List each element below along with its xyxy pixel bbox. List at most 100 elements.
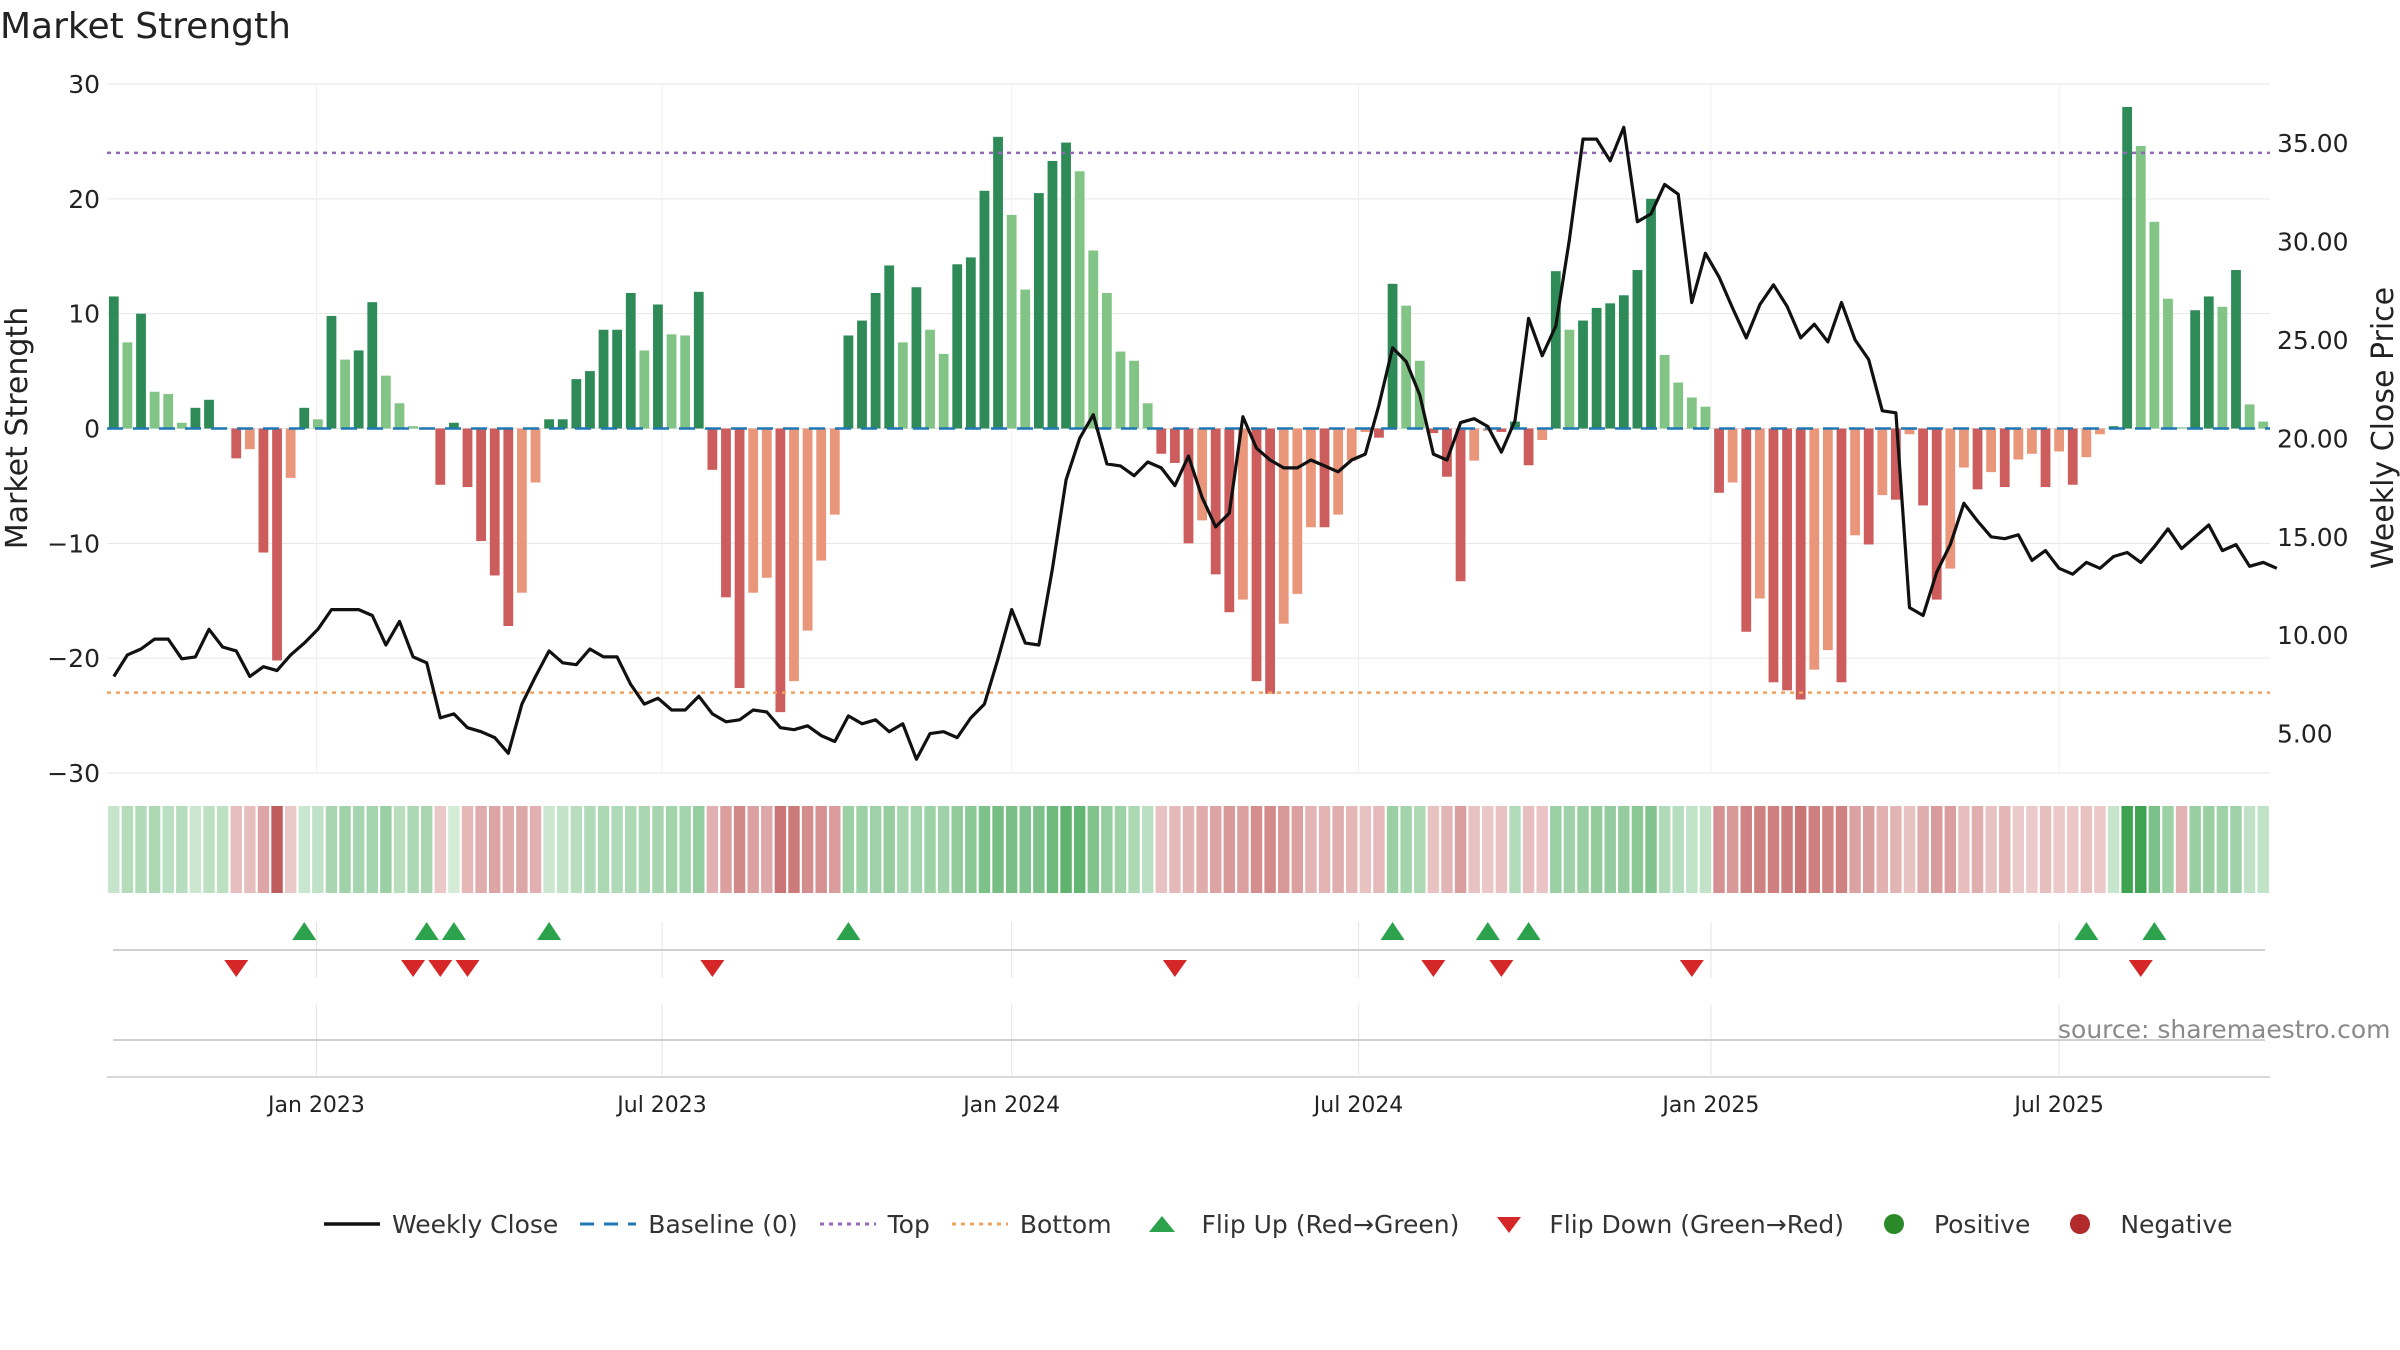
flip-down-marker [2128, 960, 2153, 977]
tile-layer [108, 806, 2269, 893]
strength-bar [326, 315, 337, 429]
strength-tile [815, 806, 827, 893]
strength-tile [1046, 806, 1059, 893]
strength-bar [1986, 428, 1997, 473]
strength-bar [734, 428, 745, 689]
strength-tile [393, 806, 406, 893]
strength-tile [502, 806, 515, 893]
strength-bar [448, 422, 459, 429]
flip-down-marker [401, 960, 426, 977]
strength-bar [802, 428, 813, 631]
strength-tile [1441, 806, 1453, 893]
strength-bar [1904, 428, 1915, 435]
strength-tile [584, 806, 596, 893]
strength-bar [680, 335, 691, 429]
strength-tile [1073, 806, 1086, 893]
strength-bar [775, 428, 786, 713]
flip-down-marker [1421, 960, 1446, 977]
strength-tile [1250, 806, 1263, 893]
strength-bar [2013, 428, 2024, 460]
strength-tile [2135, 806, 2147, 893]
strength-bar [176, 422, 187, 429]
strength-tile [1155, 806, 1168, 893]
strength-bar [666, 334, 677, 429]
strength-bar [952, 264, 963, 429]
strength-bar [1795, 428, 1806, 700]
strength-tile [2121, 806, 2133, 893]
strength-tile [1128, 806, 1140, 893]
axis-layer: 30 20 10 0 −10 −20 −30 35.00 30.00 25.00 20.00 15.0… [47, 70, 2348, 1118]
strength-tile [1686, 806, 1698, 893]
strength-bar [1142, 403, 1153, 429]
legend-label: Flip Down (Green→Red) [1549, 1209, 1844, 1239]
flip-up-marker [2142, 922, 2167, 940]
strength-bar [1700, 406, 1711, 429]
flip-up-marker [414, 922, 439, 940]
flip-up-marker [2074, 922, 2099, 940]
strength-tile [2216, 806, 2229, 893]
strength-bar [1278, 428, 1289, 624]
strength-bar [1306, 428, 1316, 528]
strength-bar [979, 190, 990, 429]
strength-bar [1850, 428, 1860, 536]
strength-bar [1469, 428, 1480, 461]
strength-bar [816, 428, 827, 561]
strength-bar [1782, 428, 1792, 691]
strength-tile [706, 806, 719, 893]
strength-bar [1510, 421, 1520, 429]
strength-tile [488, 806, 501, 893]
strength-tile [665, 806, 678, 893]
strength-tile [611, 806, 623, 893]
strength-bar [1918, 428, 1929, 506]
strength-bar [285, 428, 296, 478]
strength-bar [340, 359, 350, 429]
strength-tile [543, 806, 555, 893]
strength-bar [1265, 428, 1276, 694]
legend-symbol [322, 1212, 382, 1236]
strength-tile [1005, 806, 1018, 893]
strength-bar [299, 407, 310, 429]
y2-tick-label: 5.00 [2277, 720, 2333, 749]
strength-bar [2095, 428, 2105, 435]
strength-tile [1618, 806, 1630, 893]
strength-tile [897, 806, 909, 893]
legend-symbol [578, 1212, 638, 1236]
strength-bar [435, 428, 446, 485]
flip-layer [107, 922, 2270, 1078]
strength-tile [244, 806, 256, 893]
strength-tile [1318, 806, 1331, 893]
y2-tick-label: 25.00 [2277, 326, 2349, 355]
strength-tile [801, 806, 814, 893]
strength-bar [843, 335, 854, 429]
strength-tile [1740, 806, 1752, 893]
strength-bar [108, 296, 119, 429]
strength-tile [230, 806, 242, 893]
strength-tile [516, 806, 528, 893]
strength-bar [1360, 428, 1371, 432]
strength-tile [1019, 806, 1031, 893]
strength-bar [163, 394, 174, 429]
y-tick-label: −10 [47, 529, 100, 558]
strength-tile [1495, 806, 1508, 893]
strength-tile [461, 806, 474, 893]
strength-tile [652, 806, 664, 893]
strength-bar [2135, 146, 2146, 429]
strength-bar [1210, 428, 1221, 575]
strength-bar [1591, 307, 1602, 429]
grid-layer [107, 83, 2270, 1075]
strength-bar [653, 304, 663, 429]
strength-tile [1917, 806, 1929, 893]
strength-tile [2148, 806, 2161, 893]
strength-tile [1835, 806, 1848, 893]
strength-tile [162, 806, 174, 893]
strength-bar [1129, 360, 1139, 429]
strength-tile [1903, 806, 1916, 893]
strength-tile [1563, 806, 1576, 893]
strength-tile [1999, 806, 2011, 893]
y2-tick-label: 20.00 [2277, 424, 2349, 453]
strength-bar [1115, 351, 1126, 429]
strength-tile [1930, 806, 1943, 893]
strength-bar [557, 419, 568, 429]
strength-bar [707, 428, 718, 470]
y2-tick-label: 30.00 [2277, 227, 2349, 256]
